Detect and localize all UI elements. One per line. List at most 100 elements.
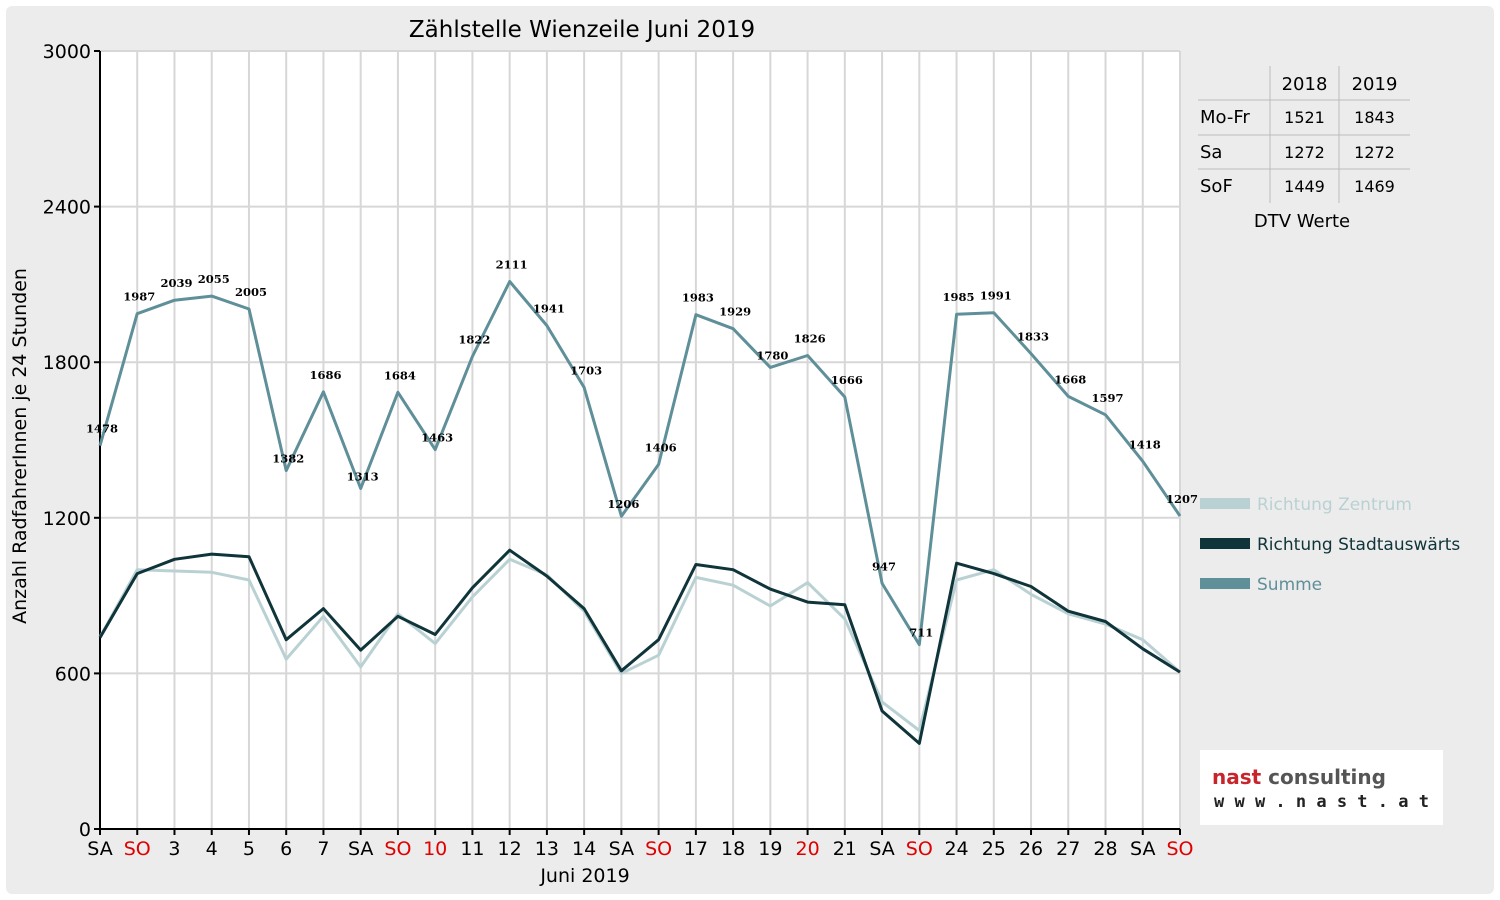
- table-cell: 1843: [1354, 108, 1395, 127]
- table-row-label: SoF: [1200, 176, 1233, 197]
- x-tick-label: 24: [944, 838, 968, 860]
- x-tick-label: SO: [1166, 838, 1193, 860]
- legend-swatch: [1200, 498, 1250, 509]
- x-tick-label: 7: [317, 838, 329, 860]
- x-tick-label: 20: [795, 838, 819, 860]
- axes: 0 600 1200 1800 2400 3000 SA SO 3 4 5 6 7 SA SO 10 11 12 1…: [43, 41, 1194, 860]
- nast-logo: nast consulting w w w . n a s t . a t: [1200, 750, 1443, 825]
- legend: Richtung Zentrum Richtung Stadtauswärts Su…: [1200, 495, 1460, 595]
- data-label: 1826: [794, 331, 826, 345]
- data-label: 1985: [943, 290, 975, 304]
- data-label: 1418: [1129, 437, 1161, 451]
- legend-label: Richtung Zentrum: [1257, 495, 1412, 515]
- y-tick-label: 600: [55, 663, 91, 685]
- data-label: 1929: [719, 305, 751, 319]
- x-tick-label: 13: [535, 838, 559, 860]
- x-tick-label: 25: [982, 838, 1006, 860]
- table-cell: 1449: [1284, 177, 1325, 196]
- legend-swatch: [1200, 578, 1250, 589]
- data-label: 2111: [496, 258, 528, 272]
- data-label: 2055: [198, 272, 230, 286]
- series-line-richtung-zentrum: [98, 557, 1181, 732]
- x-tick-label: 11: [460, 838, 484, 860]
- data-label: 1478: [86, 422, 118, 436]
- x-tick-label: 6: [280, 838, 292, 860]
- data-label: 1313: [347, 469, 379, 483]
- data-label: 1987: [123, 290, 155, 304]
- logo-wordmark: nast consulting: [1212, 765, 1386, 789]
- table-header-cell: 2019: [1352, 74, 1398, 95]
- series-lines: [98, 280, 1182, 745]
- table-cell: 1272: [1284, 143, 1325, 162]
- table-cell: 1272: [1354, 143, 1395, 162]
- x-tick-label: 4: [206, 838, 218, 860]
- x-tick-label: 17: [684, 838, 708, 860]
- y-tick-label: 1800: [43, 352, 91, 374]
- data-label: 1703: [570, 363, 602, 377]
- x-tick-label: 14: [572, 838, 596, 860]
- x-tick-label: SA: [1130, 838, 1155, 860]
- x-tick-label: 10: [423, 838, 447, 860]
- x-tick-label: SO: [645, 838, 672, 860]
- table-caption: DTV Werte: [1254, 211, 1350, 232]
- plot-area: [100, 51, 1180, 829]
- y-tick-label: 3000: [43, 41, 91, 63]
- x-tick-label: SA: [609, 838, 634, 860]
- table-header-cell: 2018: [1282, 74, 1328, 95]
- data-label: 1833: [1017, 330, 1049, 344]
- logo-wordmark-nast: nast: [1212, 765, 1262, 789]
- data-label: 1463: [421, 431, 453, 445]
- grid: [99, 50, 1181, 830]
- logo-url: w w w . n a s t . a t: [1214, 792, 1429, 812]
- x-tick-label: 18: [721, 838, 745, 860]
- table-row-label: Sa: [1200, 142, 1222, 163]
- data-label: 1983: [682, 291, 714, 305]
- y-axis-title: Anzahl RadfahrerInnen je 24 Stunden: [9, 268, 31, 624]
- x-tick-label: SA: [348, 838, 373, 860]
- data-label: 1941: [533, 302, 565, 316]
- data-label: 1382: [272, 452, 304, 466]
- data-label: 1206: [607, 497, 639, 511]
- data-label: 1780: [756, 348, 788, 362]
- data-label: 1597: [1092, 391, 1124, 405]
- data-label: 947: [872, 559, 896, 573]
- data-label: 1684: [384, 368, 416, 382]
- chart-title: Zählstelle Wienzeile Juni 2019: [409, 17, 755, 43]
- x-tick-label: 27: [1056, 838, 1080, 860]
- data-label: 1666: [831, 373, 863, 387]
- x-tick-label: SO: [124, 838, 151, 860]
- x-tick-label: SO: [906, 838, 933, 860]
- x-tick-label: 3: [168, 838, 180, 860]
- table-cell: 1521: [1284, 108, 1325, 127]
- y-tick-label: 1200: [43, 508, 91, 530]
- line-chart: Zählstelle Wienzeile Juni 2019 0 600 1200 1…: [9, 17, 1460, 887]
- x-tick-label: 12: [498, 838, 522, 860]
- x-axis-title: Juni 2019: [539, 865, 629, 887]
- y-tick-label: 0: [79, 819, 91, 841]
- data-label: 711: [909, 626, 933, 640]
- table-row-label: Mo-Fr: [1200, 107, 1250, 128]
- data-label: 1406: [645, 440, 677, 454]
- data-label: 2039: [160, 276, 192, 290]
- x-tick-label: 28: [1093, 838, 1117, 860]
- x-tick-label: 21: [833, 838, 857, 860]
- logo-background: [1200, 750, 1443, 825]
- legend-swatch: [1200, 538, 1250, 549]
- x-tick-label: SA: [869, 838, 894, 860]
- x-tick-label: 19: [758, 838, 782, 860]
- dtv-table: 2018 2019 Mo-Fr 1521 1843 Sa 1272 1272 SoF 1449 14…: [1198, 66, 1410, 232]
- y-tick-label: 2400: [43, 197, 91, 219]
- table-cell: 1469: [1354, 177, 1395, 196]
- data-label: 1822: [458, 332, 490, 346]
- x-tick-label: 5: [243, 838, 255, 860]
- data-label: 2005: [235, 285, 267, 299]
- x-tick-label: 26: [1019, 838, 1043, 860]
- chart-frame: Zählstelle Wienzeile Juni 2019 0 600 1200 1…: [6, 6, 1494, 894]
- data-label: 1991: [980, 289, 1012, 303]
- x-tick-label: SO: [384, 838, 411, 860]
- x-tick-label: SA: [87, 838, 112, 860]
- data-labels: 1478 1987 2039 2055 2005 1382 1686 1313 1684 1463…: [86, 258, 1198, 640]
- series-line-richtung-stadtauswaerts: [98, 548, 1181, 745]
- series-line-summe: [98, 280, 1182, 647]
- logo-wordmark-consulting: consulting: [1261, 765, 1386, 789]
